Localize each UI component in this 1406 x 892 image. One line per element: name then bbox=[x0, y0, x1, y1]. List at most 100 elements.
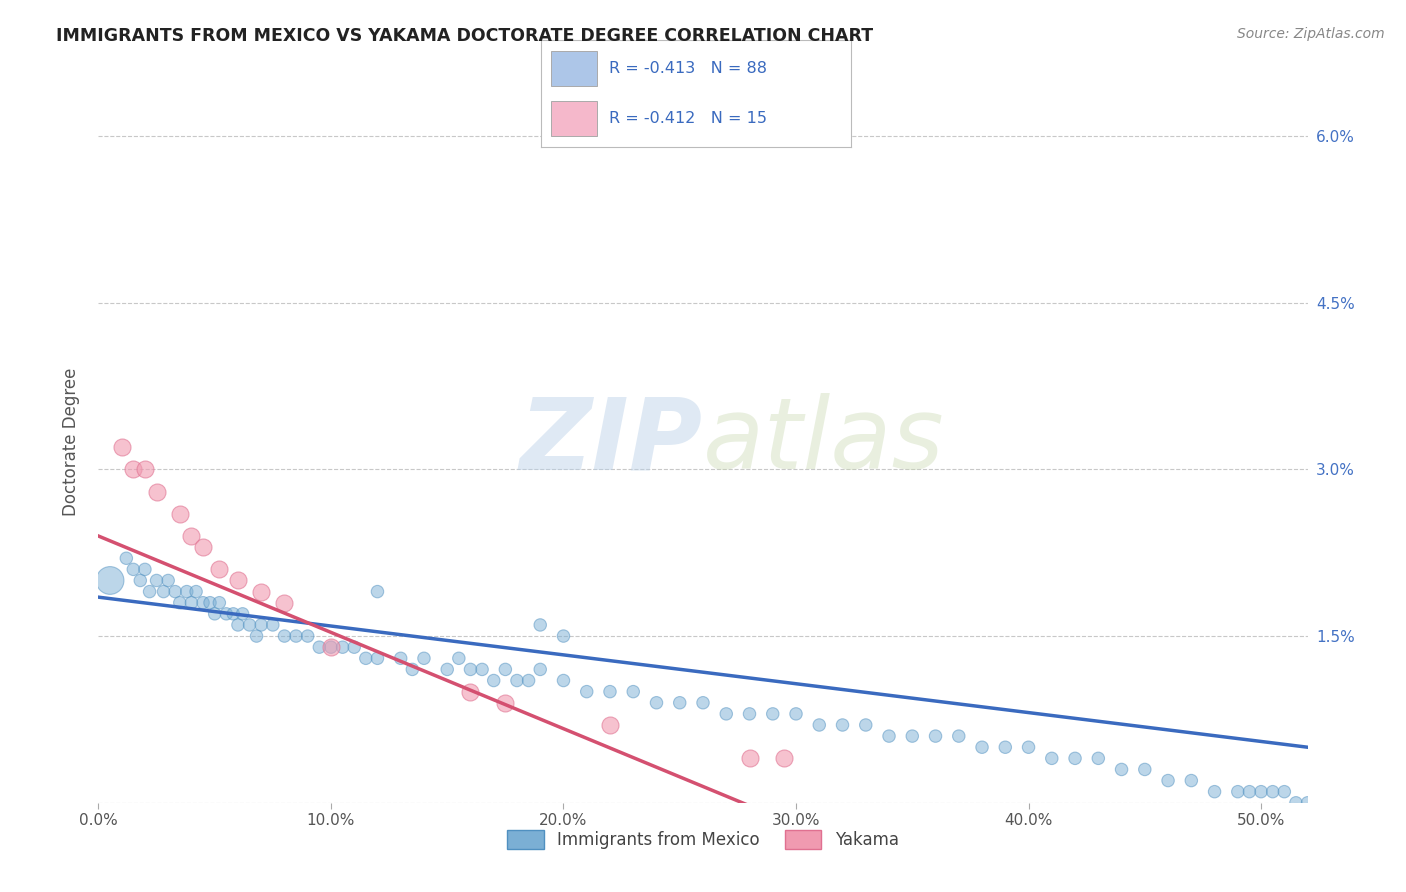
Point bbox=[599, 684, 621, 698]
Point bbox=[1180, 773, 1202, 788]
Point bbox=[436, 662, 458, 676]
Point bbox=[1064, 751, 1087, 765]
Point bbox=[180, 596, 202, 610]
Point bbox=[517, 673, 540, 688]
Point bbox=[134, 562, 156, 576]
Point bbox=[343, 640, 366, 655]
Point bbox=[471, 662, 494, 676]
Point bbox=[389, 651, 412, 665]
Point bbox=[1285, 796, 1308, 810]
Point bbox=[215, 607, 238, 621]
Point bbox=[575, 684, 598, 698]
Point bbox=[506, 673, 529, 688]
Point bbox=[319, 640, 342, 655]
Point bbox=[1133, 763, 1156, 777]
Point bbox=[970, 740, 993, 755]
Point bbox=[191, 596, 214, 610]
Text: Source: ZipAtlas.com: Source: ZipAtlas.com bbox=[1237, 27, 1385, 41]
Point bbox=[738, 706, 761, 721]
Point bbox=[354, 651, 377, 665]
Point bbox=[621, 684, 644, 698]
Point bbox=[808, 718, 831, 732]
Point bbox=[1204, 785, 1226, 799]
Point bbox=[994, 740, 1017, 755]
Point bbox=[184, 584, 207, 599]
Point bbox=[494, 662, 516, 676]
Point bbox=[134, 462, 156, 476]
Point bbox=[948, 729, 970, 743]
Point bbox=[222, 607, 245, 621]
Point bbox=[482, 673, 505, 688]
Point bbox=[180, 529, 202, 543]
Point bbox=[877, 729, 900, 743]
Text: R = -0.413   N = 88: R = -0.413 N = 88 bbox=[609, 61, 768, 76]
Text: atlas: atlas bbox=[703, 393, 945, 490]
Point bbox=[447, 651, 470, 665]
Point bbox=[169, 596, 191, 610]
Point bbox=[1087, 751, 1109, 765]
Point bbox=[924, 729, 946, 743]
Point bbox=[245, 629, 267, 643]
Point bbox=[308, 640, 330, 655]
Point bbox=[332, 640, 354, 655]
Point bbox=[250, 584, 273, 599]
Bar bbox=[551, 101, 598, 136]
Point bbox=[98, 574, 121, 588]
Point bbox=[232, 607, 254, 621]
Point bbox=[273, 629, 295, 643]
Point bbox=[262, 618, 284, 632]
Point bbox=[115, 551, 138, 566]
Point bbox=[122, 462, 145, 476]
Point bbox=[145, 574, 167, 588]
Point bbox=[1226, 785, 1249, 799]
Point bbox=[239, 618, 262, 632]
Point bbox=[692, 696, 714, 710]
Point bbox=[152, 584, 174, 599]
Point bbox=[250, 618, 273, 632]
Point bbox=[494, 696, 516, 710]
Point bbox=[157, 574, 180, 588]
Point bbox=[413, 651, 436, 665]
Point bbox=[1272, 785, 1295, 799]
Text: IMMIGRANTS FROM MEXICO VS YAKAMA DOCTORATE DEGREE CORRELATION CHART: IMMIGRANTS FROM MEXICO VS YAKAMA DOCTORA… bbox=[56, 27, 873, 45]
Point bbox=[208, 562, 231, 576]
Point bbox=[176, 584, 198, 599]
Point bbox=[529, 618, 551, 632]
Point bbox=[191, 540, 214, 554]
Point bbox=[297, 629, 319, 643]
Point bbox=[901, 729, 924, 743]
Point bbox=[198, 596, 221, 610]
Point bbox=[1261, 785, 1284, 799]
Point bbox=[401, 662, 423, 676]
Point bbox=[208, 596, 231, 610]
Point bbox=[855, 718, 877, 732]
Point bbox=[553, 673, 575, 688]
Point bbox=[273, 596, 295, 610]
Point bbox=[1296, 796, 1319, 810]
Point bbox=[1157, 773, 1180, 788]
Point bbox=[529, 662, 551, 676]
Point bbox=[169, 507, 191, 521]
Point bbox=[1250, 785, 1272, 799]
Point bbox=[129, 574, 152, 588]
Point bbox=[1111, 763, 1133, 777]
Point bbox=[785, 706, 807, 721]
Point bbox=[1018, 740, 1040, 755]
Bar bbox=[551, 51, 598, 87]
Point bbox=[138, 584, 160, 599]
Point bbox=[738, 751, 761, 765]
Point bbox=[111, 440, 134, 454]
Legend: Immigrants from Mexico, Yakama: Immigrants from Mexico, Yakama bbox=[501, 823, 905, 856]
Point bbox=[716, 706, 738, 721]
Point bbox=[599, 718, 621, 732]
Point bbox=[226, 574, 249, 588]
Point bbox=[668, 696, 690, 710]
Point bbox=[285, 629, 308, 643]
Point bbox=[204, 607, 226, 621]
Point bbox=[145, 484, 167, 499]
Point bbox=[122, 562, 145, 576]
Point bbox=[460, 684, 482, 698]
Point bbox=[1040, 751, 1063, 765]
Point bbox=[366, 651, 388, 665]
Point bbox=[366, 584, 388, 599]
